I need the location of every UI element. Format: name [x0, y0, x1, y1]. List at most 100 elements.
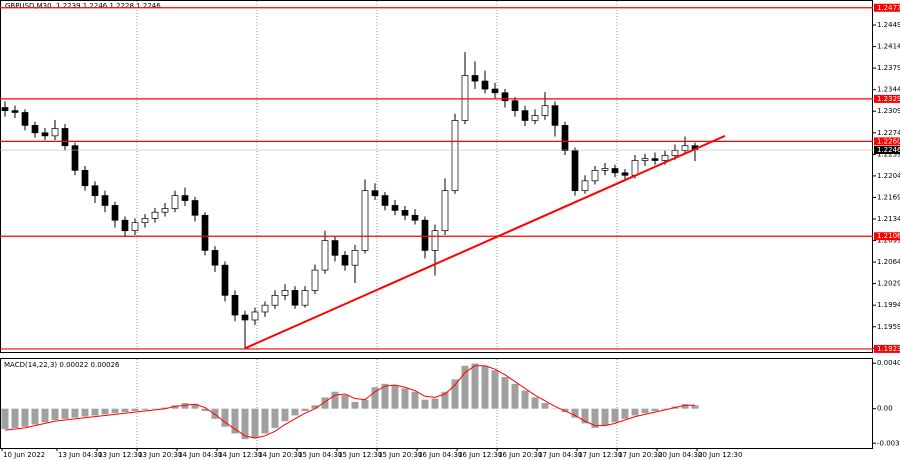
- macd-bar: [561, 408, 569, 413]
- macd-bar: [131, 408, 139, 411]
- macd-bar: [171, 405, 179, 409]
- y-tick-label: 1.2274: [877, 129, 900, 137]
- candle-body: [171, 195, 179, 209]
- macd-bar: [571, 408, 579, 418]
- signal-line: [4, 365, 695, 439]
- macd-bar: [11, 408, 19, 428]
- candle-body: [341, 254, 349, 266]
- macd-bar: [1, 408, 9, 430]
- x-tick-label: 16 Jun 04:30: [418, 451, 462, 459]
- candle-body: [351, 250, 359, 266]
- candle-body: [141, 218, 149, 224]
- candle-body: [491, 88, 499, 94]
- level-label: 1.2260: [877, 137, 900, 145]
- x-tick-label: 15 Jun 04:30: [298, 451, 342, 459]
- y-tick-label: 1.2309: [877, 107, 900, 115]
- macd-bar: [481, 365, 489, 409]
- y-tick-label: 1.2029: [877, 280, 900, 288]
- candle-body: [181, 195, 189, 201]
- candle-body: [111, 205, 119, 221]
- x-tick-label: 13 Jun 20:30: [138, 451, 182, 459]
- macd-bar: [281, 408, 289, 422]
- macd-bar: [351, 401, 359, 409]
- macd-bar: [381, 383, 389, 409]
- candle-body: [101, 195, 109, 206]
- macd-bar: [451, 379, 459, 409]
- candle-body: [241, 314, 249, 321]
- candle-body: [31, 125, 39, 134]
- candle-body: [321, 240, 329, 271]
- main-frame: [0, 0, 873, 353]
- macd-bar: [51, 408, 59, 420]
- candle-body: [191, 200, 199, 216]
- macd-bar: [631, 408, 639, 416]
- candle-body: [551, 105, 559, 126]
- last-price-label: 1.2246: [877, 146, 900, 154]
- candle-body: [311, 269, 319, 291]
- macd-title: MACD(14,22,3) 0.00022 0.00026: [4, 361, 120, 369]
- candle-body: [541, 105, 549, 116]
- candle-body: [611, 168, 619, 174]
- candle-body: [661, 155, 669, 161]
- y-tick-label: 0.00: [877, 405, 893, 413]
- candle-body: [71, 145, 79, 171]
- candle-body: [251, 311, 259, 321]
- candle-body: [161, 208, 169, 213]
- candle-body: [81, 169, 89, 187]
- candle-body: [561, 125, 569, 151]
- candle-body: [421, 219, 429, 251]
- macd-bar: [581, 408, 589, 424]
- candle-body: [431, 230, 439, 251]
- candle-body: [1, 107, 9, 111]
- macd-bar: [541, 403, 549, 409]
- y-tick-label: 1.2344: [877, 86, 900, 94]
- x-tick-label: 17 Jun 20:30: [618, 451, 662, 459]
- candle-body: [41, 132, 49, 137]
- x-tick-label: 15 Jun 12:30: [338, 451, 382, 459]
- last-price-bg: [874, 146, 900, 155]
- candle-body: [331, 240, 339, 256]
- candle-body: [211, 250, 219, 266]
- candle-body: [641, 158, 649, 161]
- macd-bar: [651, 408, 659, 411]
- y-tick-label: -0.00306: [877, 439, 900, 447]
- trendline: [244, 134, 726, 350]
- candle-body: [51, 128, 59, 137]
- candle-body: [151, 211, 159, 219]
- x-tick-label: 14 Jun 12:30: [218, 451, 262, 459]
- macd-bar: [271, 408, 279, 428]
- y-tick-label: 1.2414: [877, 43, 900, 51]
- x-tick-label: 20 Jun 12:30: [698, 451, 742, 459]
- macd-bar: [471, 363, 479, 409]
- x-tick-label: 10 Jun 2022: [3, 451, 45, 459]
- macd-bar: [661, 408, 669, 410]
- candle-body: [11, 110, 19, 113]
- x-tick-label: 14 Jun 04:30: [178, 451, 222, 459]
- candle-body: [441, 190, 449, 232]
- chart-title: GBPUSD,M30 1.2239 1.2246 1.2228 1.2246: [5, 2, 161, 10]
- candle-body: [521, 110, 529, 121]
- y-tick-label: 1.1959: [877, 323, 900, 331]
- candle-body: [301, 290, 309, 306]
- macd-bar: [61, 408, 69, 419]
- macd-bar: [251, 408, 259, 439]
- x-tick-label: 14 Jun 20:30: [258, 451, 302, 459]
- candle-body: [291, 290, 299, 306]
- candle-body: [121, 219, 129, 232]
- macd-bar: [371, 387, 379, 409]
- candle-body: [571, 150, 579, 192]
- macd-bar: [161, 407, 169, 409]
- candle-body: [651, 158, 659, 161]
- x-tick-label: 17 Jun 12:30: [578, 451, 622, 459]
- x-tick-label: 13 Jun 12:30: [98, 451, 142, 459]
- macd-bar: [511, 383, 519, 409]
- macd-frame: [0, 358, 873, 449]
- candle-body: [451, 120, 459, 192]
- candle-body: [361, 190, 369, 251]
- macd-bar: [421, 399, 429, 409]
- candle-body: [271, 294, 279, 306]
- macd-bar: [301, 408, 309, 411]
- macd-bar: [321, 397, 329, 409]
- macd-bar: [331, 391, 339, 409]
